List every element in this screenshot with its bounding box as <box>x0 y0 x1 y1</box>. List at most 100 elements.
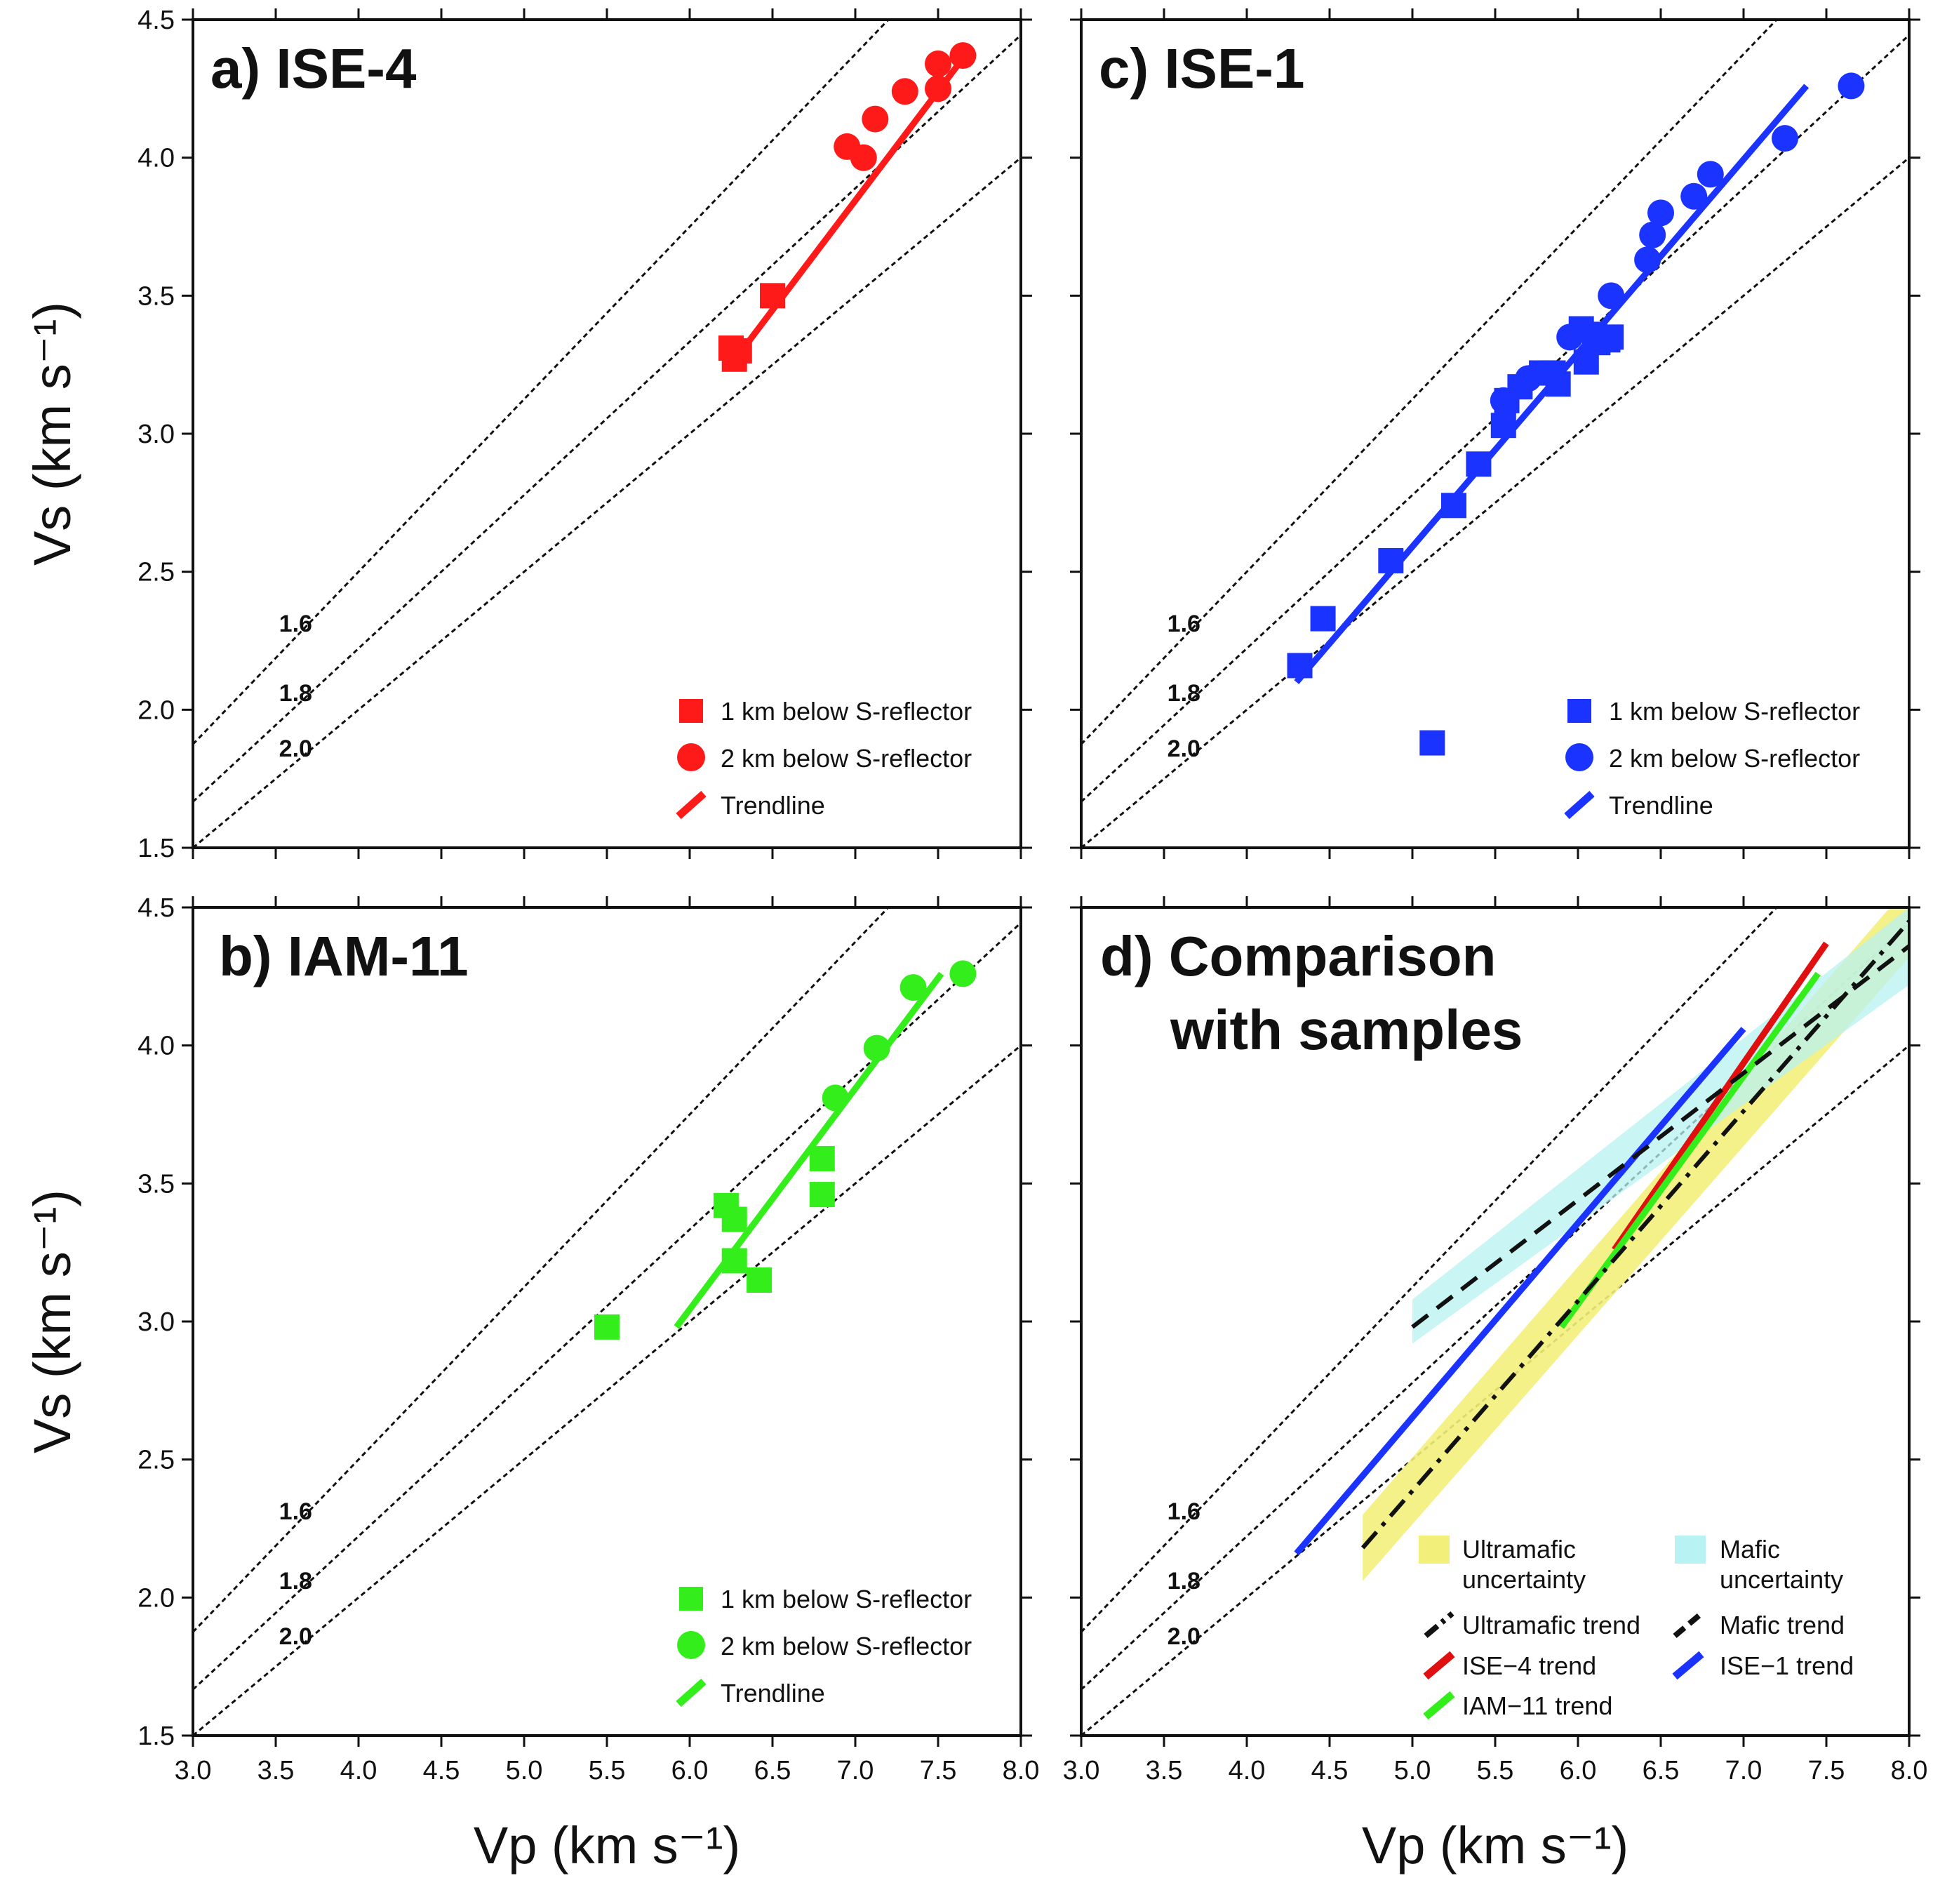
panel-a-trendline <box>728 56 965 367</box>
panel-c-point-2km <box>1680 182 1708 210</box>
panel-b-iam11: 3.0 3.5 4.0 4.5 5.0 5.5 6.0 6.5 7.0 7.5 8.0 1.5 2.0 2… <box>138 893 1039 1785</box>
panel-a-legend-square <box>679 699 703 723</box>
panel-b-point-1km <box>594 1314 620 1340</box>
panel-c-ratio-line-2 <box>1081 157 1909 848</box>
panel-b-legend-label-0: 1 km below S-reflector <box>721 1585 972 1613</box>
panel-a-plot-area <box>193 20 1021 848</box>
panel-c-point-2km <box>1490 387 1517 414</box>
panel-b-ticks: 3.0 3.5 4.0 4.5 5.0 5.5 6.0 6.5 7.0 7.5 8.0 1.5 2.0 2… <box>138 893 1039 1785</box>
panel-b-title: b) IAM-11 <box>219 925 469 987</box>
panel-c-point-2km <box>1772 125 1798 152</box>
panel-c-ticks <box>1070 8 1920 859</box>
panel-a-legend-label-1: 2 km below S-reflector <box>721 744 972 773</box>
y-axis-label-top: Vs (km s⁻¹) <box>23 302 81 566</box>
panel-a-ytick-label: 1.5 <box>138 834 175 863</box>
x-axis-label-right: Vp (km s⁻¹) <box>1362 1816 1628 1875</box>
panel-d-xtick-label: 6.0 <box>1560 1756 1597 1785</box>
panel-b-legend-circle <box>677 1631 705 1659</box>
panel-b-point-1km <box>809 1182 835 1208</box>
panel-d-xtick-label: 7.0 <box>1725 1756 1763 1785</box>
panel-b-xtick-label: 6.5 <box>754 1756 791 1785</box>
x-axis-label-left: Vp (km s⁻¹) <box>474 1816 740 1875</box>
panel-b-point-2km <box>899 974 927 1001</box>
panel-c-point-2km <box>1647 199 1674 227</box>
panel-b-ratio-line-1-6 <box>193 907 890 1633</box>
panel-d-xtick-label: 5.0 <box>1394 1756 1431 1785</box>
iam11-trend-line <box>1558 971 1821 1329</box>
panel-a-legend: 1 km below S-reflector 2 km below S-refle… <box>676 697 972 820</box>
panel-a-ytick-label: 3.0 <box>138 420 175 449</box>
panel-b-ratio-label-1-8: 1.8 <box>279 1568 312 1595</box>
panel-d-xtick-label: 4.5 <box>1311 1756 1349 1785</box>
panel-b-xtick-label: 8.0 <box>1003 1756 1040 1785</box>
panel-b-xtick-label: 3.0 <box>175 1756 212 1785</box>
panel-a-legend-trend-swatch <box>676 790 707 820</box>
panel-c-ise1: c) ISE-1 1 km below S-reflector 2 km belo… <box>1070 8 1920 859</box>
panel-d-xtick-label: 7.5 <box>1808 1756 1845 1785</box>
legend-ise4-trend-swatch <box>1423 1651 1455 1680</box>
panel-a-ratio-label-1-8: 1.8 <box>279 680 312 707</box>
panel-b-xtick-label: 6.0 <box>671 1756 709 1785</box>
legend-iam11-trend-swatch <box>1423 1691 1455 1720</box>
panel-c-point-2km <box>1639 221 1666 248</box>
legend-ultramafic-trend-swatch <box>1424 1611 1454 1639</box>
panel-b-point-1km <box>747 1267 772 1293</box>
panel-a-point-1km <box>721 346 747 372</box>
legend-ultramafic-trend-label: Ultramafic trend <box>1462 1611 1640 1639</box>
panel-c-point-1km <box>1545 371 1571 397</box>
panel-d-xtick-label: 4.0 <box>1229 1756 1266 1785</box>
panel-b-ytick-label: 2.0 <box>138 1583 175 1613</box>
panel-a-point-2km <box>949 42 977 69</box>
panel-c-point-2km <box>1838 72 1865 100</box>
y-axis-label-bottom: Vs (km s⁻¹) <box>23 1190 81 1453</box>
panel-a-ratio-label-2: 2.0 <box>279 735 312 762</box>
legend-iam11-trend-label: IAM−11 trend <box>1462 1691 1612 1720</box>
panel-a-ratio-line-1-6 <box>193 20 890 745</box>
panel-d-comparison: 3.0 3.5 4.0 4.5 5.0 5.5 6.0 6.5 7.0 7.5 8.0 d) Com… <box>1063 896 1928 1785</box>
panel-a-ratio-line-2 <box>193 157 1021 848</box>
panel-a-point-1km <box>760 283 785 309</box>
panel-a-point-2km <box>891 78 918 105</box>
panel-c-point-2km <box>1598 282 1625 309</box>
panel-c-point-1km <box>1287 653 1313 679</box>
panel-b-ytick-label: 3.0 <box>138 1307 175 1337</box>
panel-d-ratio-label-1-8: 1.8 <box>1168 1568 1200 1595</box>
panel-b-ratio-line-1-8 <box>193 921 1021 1691</box>
panel-d-xtick-label: 6.5 <box>1643 1756 1680 1785</box>
panel-c-legend-label-2: Trendline <box>1609 791 1713 820</box>
panel-d-legend: UltramaficuncertaintyMaficuncertaintyUlt… <box>1419 1535 1854 1720</box>
panel-c-legend-trend-swatch <box>1564 790 1595 820</box>
panel-d-ratio-label-1-6: 1.6 <box>1168 1498 1200 1525</box>
panel-d-xtick-label: 5.5 <box>1477 1756 1514 1785</box>
panel-b-point-2km <box>822 1084 849 1112</box>
panel-b-xtick-label: 5.0 <box>506 1756 543 1785</box>
panel-c-point-2km <box>1515 365 1542 392</box>
legend-ultramafic-uncertainty-l1: Ultramafic <box>1462 1535 1576 1564</box>
panel-b-ytick-label: 4.5 <box>138 893 175 923</box>
panel-a-ytick-label: 2.5 <box>138 558 175 587</box>
panel-b-ytick-label: 2.5 <box>138 1446 175 1475</box>
panel-c-ratio-label-1-6: 1.6 <box>1168 611 1200 637</box>
panel-d-xtick-label: 8.0 <box>1891 1756 1928 1785</box>
panel-b-xtick-label: 4.0 <box>340 1756 377 1785</box>
panel-a-point-2km <box>862 105 889 133</box>
legend-mafic-uncertainty-l2: uncertainty <box>1720 1565 1843 1594</box>
panel-b-trendline <box>674 971 944 1329</box>
panel-a-ratio-label-1-6: 1.6 <box>279 611 312 637</box>
panel-b-xtick-label: 4.5 <box>423 1756 460 1785</box>
legend-ise1-trend-swatch <box>1672 1651 1704 1680</box>
legend-mafic-uncertainty-l1: Mafic <box>1720 1535 1780 1564</box>
legend-ise1-trend-label: ISE−1 trend <box>1720 1651 1854 1680</box>
panel-a-legend-label-2: Trendline <box>721 791 825 820</box>
panel-c-point-1km <box>1419 730 1445 756</box>
panel-c-ratio-label-2: 2.0 <box>1168 735 1200 762</box>
panel-a-point-2km <box>850 144 877 171</box>
panel-c-point-1km <box>1441 493 1466 519</box>
panel-c-plot-area <box>1081 20 1909 848</box>
panel-c-title: c) ISE-1 <box>1099 37 1304 100</box>
panel-b-xtick-label: 7.5 <box>920 1756 957 1785</box>
panel-b-legend: 1 km below S-reflector 2 km below S-refle… <box>676 1585 972 1707</box>
panel-b-ytick-label: 4.0 <box>138 1032 175 1061</box>
panel-c-point-1km <box>1310 606 1336 632</box>
